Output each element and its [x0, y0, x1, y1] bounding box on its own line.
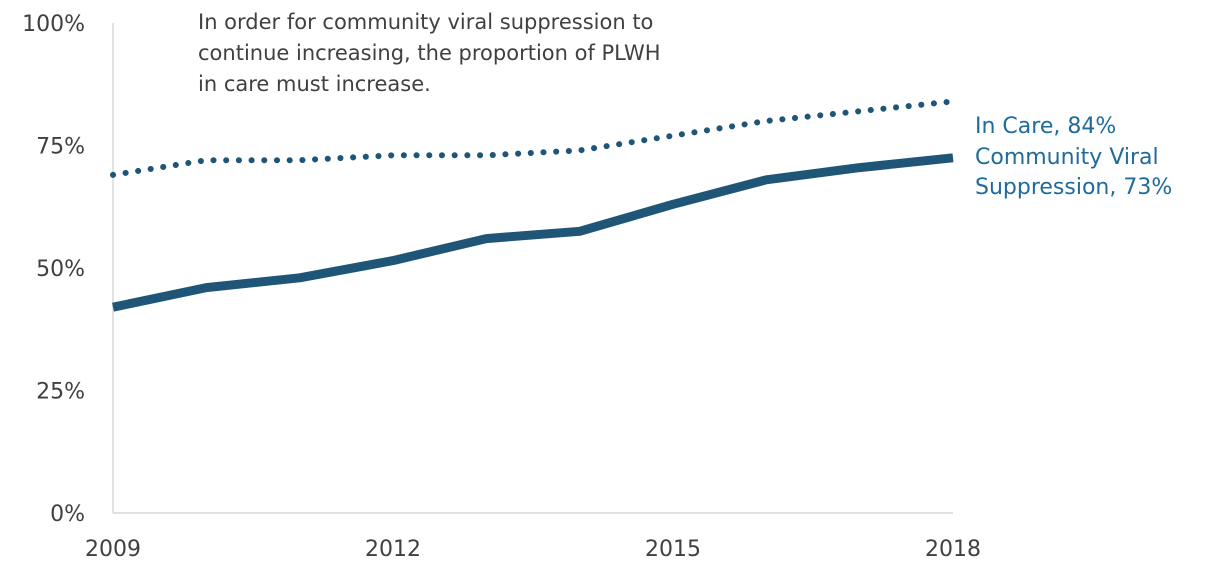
y-tick-label: 100% [22, 12, 85, 37]
annotation-line: continue increasing, the proportion of P… [198, 41, 661, 65]
y-tick-label: 50% [36, 257, 85, 282]
annotation-line: In order for community viral suppression… [198, 10, 653, 34]
series-labels: In Care, 84% Community Viral Suppression, … [975, 114, 1172, 200]
y-axis-ticks: 0% 25% 50% 75% 100% [22, 12, 85, 527]
y-tick-label: 25% [36, 380, 85, 405]
y-tick-label: 0% [50, 502, 85, 527]
x-tick-label: 2018 [925, 537, 981, 559]
x-tick-label: 2015 [645, 537, 701, 559]
series-label-viral-suppression: Suppression, 73% [975, 175, 1172, 200]
series-line-viral-suppression [113, 158, 953, 307]
y-tick-label: 75% [36, 135, 85, 160]
x-tick-label: 2009 [85, 537, 141, 559]
series-lines [113, 101, 953, 307]
series-line-in-care [113, 101, 953, 174]
series-label-viral-suppression: Community Viral [975, 145, 1159, 170]
annotation-line: in care must increase. [198, 72, 431, 96]
chart-annotation: In order for community viral suppression… [198, 10, 661, 96]
axes [113, 23, 953, 513]
x-axis-ticks: 2009 2012 2015 2018 [85, 537, 981, 559]
series-label-in-care: In Care, 84% [975, 114, 1116, 139]
x-tick-label: 2012 [365, 537, 421, 559]
